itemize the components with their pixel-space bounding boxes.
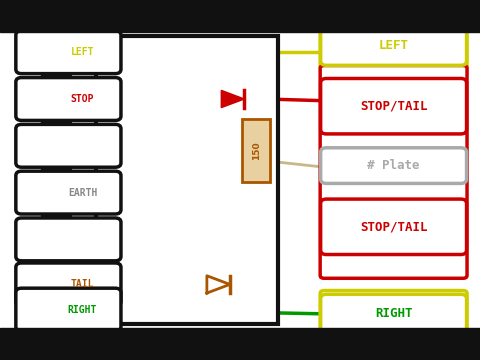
FancyBboxPatch shape	[320, 22, 467, 69]
FancyBboxPatch shape	[320, 291, 467, 338]
Text: STOP/TAIL: STOP/TAIL	[360, 220, 427, 233]
Text: LEFT: LEFT	[379, 39, 408, 52]
FancyBboxPatch shape	[321, 26, 467, 65]
FancyBboxPatch shape	[16, 218, 121, 261]
Polygon shape	[221, 90, 244, 108]
Text: RIGHT: RIGHT	[68, 305, 97, 315]
FancyBboxPatch shape	[16, 288, 121, 331]
FancyBboxPatch shape	[16, 171, 121, 214]
Text: TAIL: TAIL	[71, 279, 94, 289]
Bar	[0, 0, 480, 32]
FancyBboxPatch shape	[242, 119, 270, 182]
FancyBboxPatch shape	[16, 77, 121, 120]
Text: # Plate: # Plate	[367, 159, 420, 172]
FancyBboxPatch shape	[321, 148, 467, 183]
FancyBboxPatch shape	[16, 125, 121, 167]
Text: 150: 150	[252, 141, 261, 159]
Bar	[0, 328, 480, 360]
Text: EARTH: EARTH	[68, 188, 97, 198]
FancyBboxPatch shape	[321, 294, 467, 333]
FancyBboxPatch shape	[41, 34, 72, 326]
FancyBboxPatch shape	[320, 66, 467, 278]
FancyBboxPatch shape	[321, 199, 467, 255]
Text: STOP: STOP	[71, 94, 94, 104]
Bar	[96, 36, 278, 324]
Text: LEFT: LEFT	[71, 47, 94, 57]
Text: RIGHT: RIGHT	[375, 307, 412, 320]
Text: STOP/TAIL: STOP/TAIL	[360, 100, 427, 113]
FancyBboxPatch shape	[16, 31, 121, 74]
FancyBboxPatch shape	[321, 78, 467, 134]
Polygon shape	[207, 276, 230, 293]
FancyBboxPatch shape	[16, 263, 121, 306]
